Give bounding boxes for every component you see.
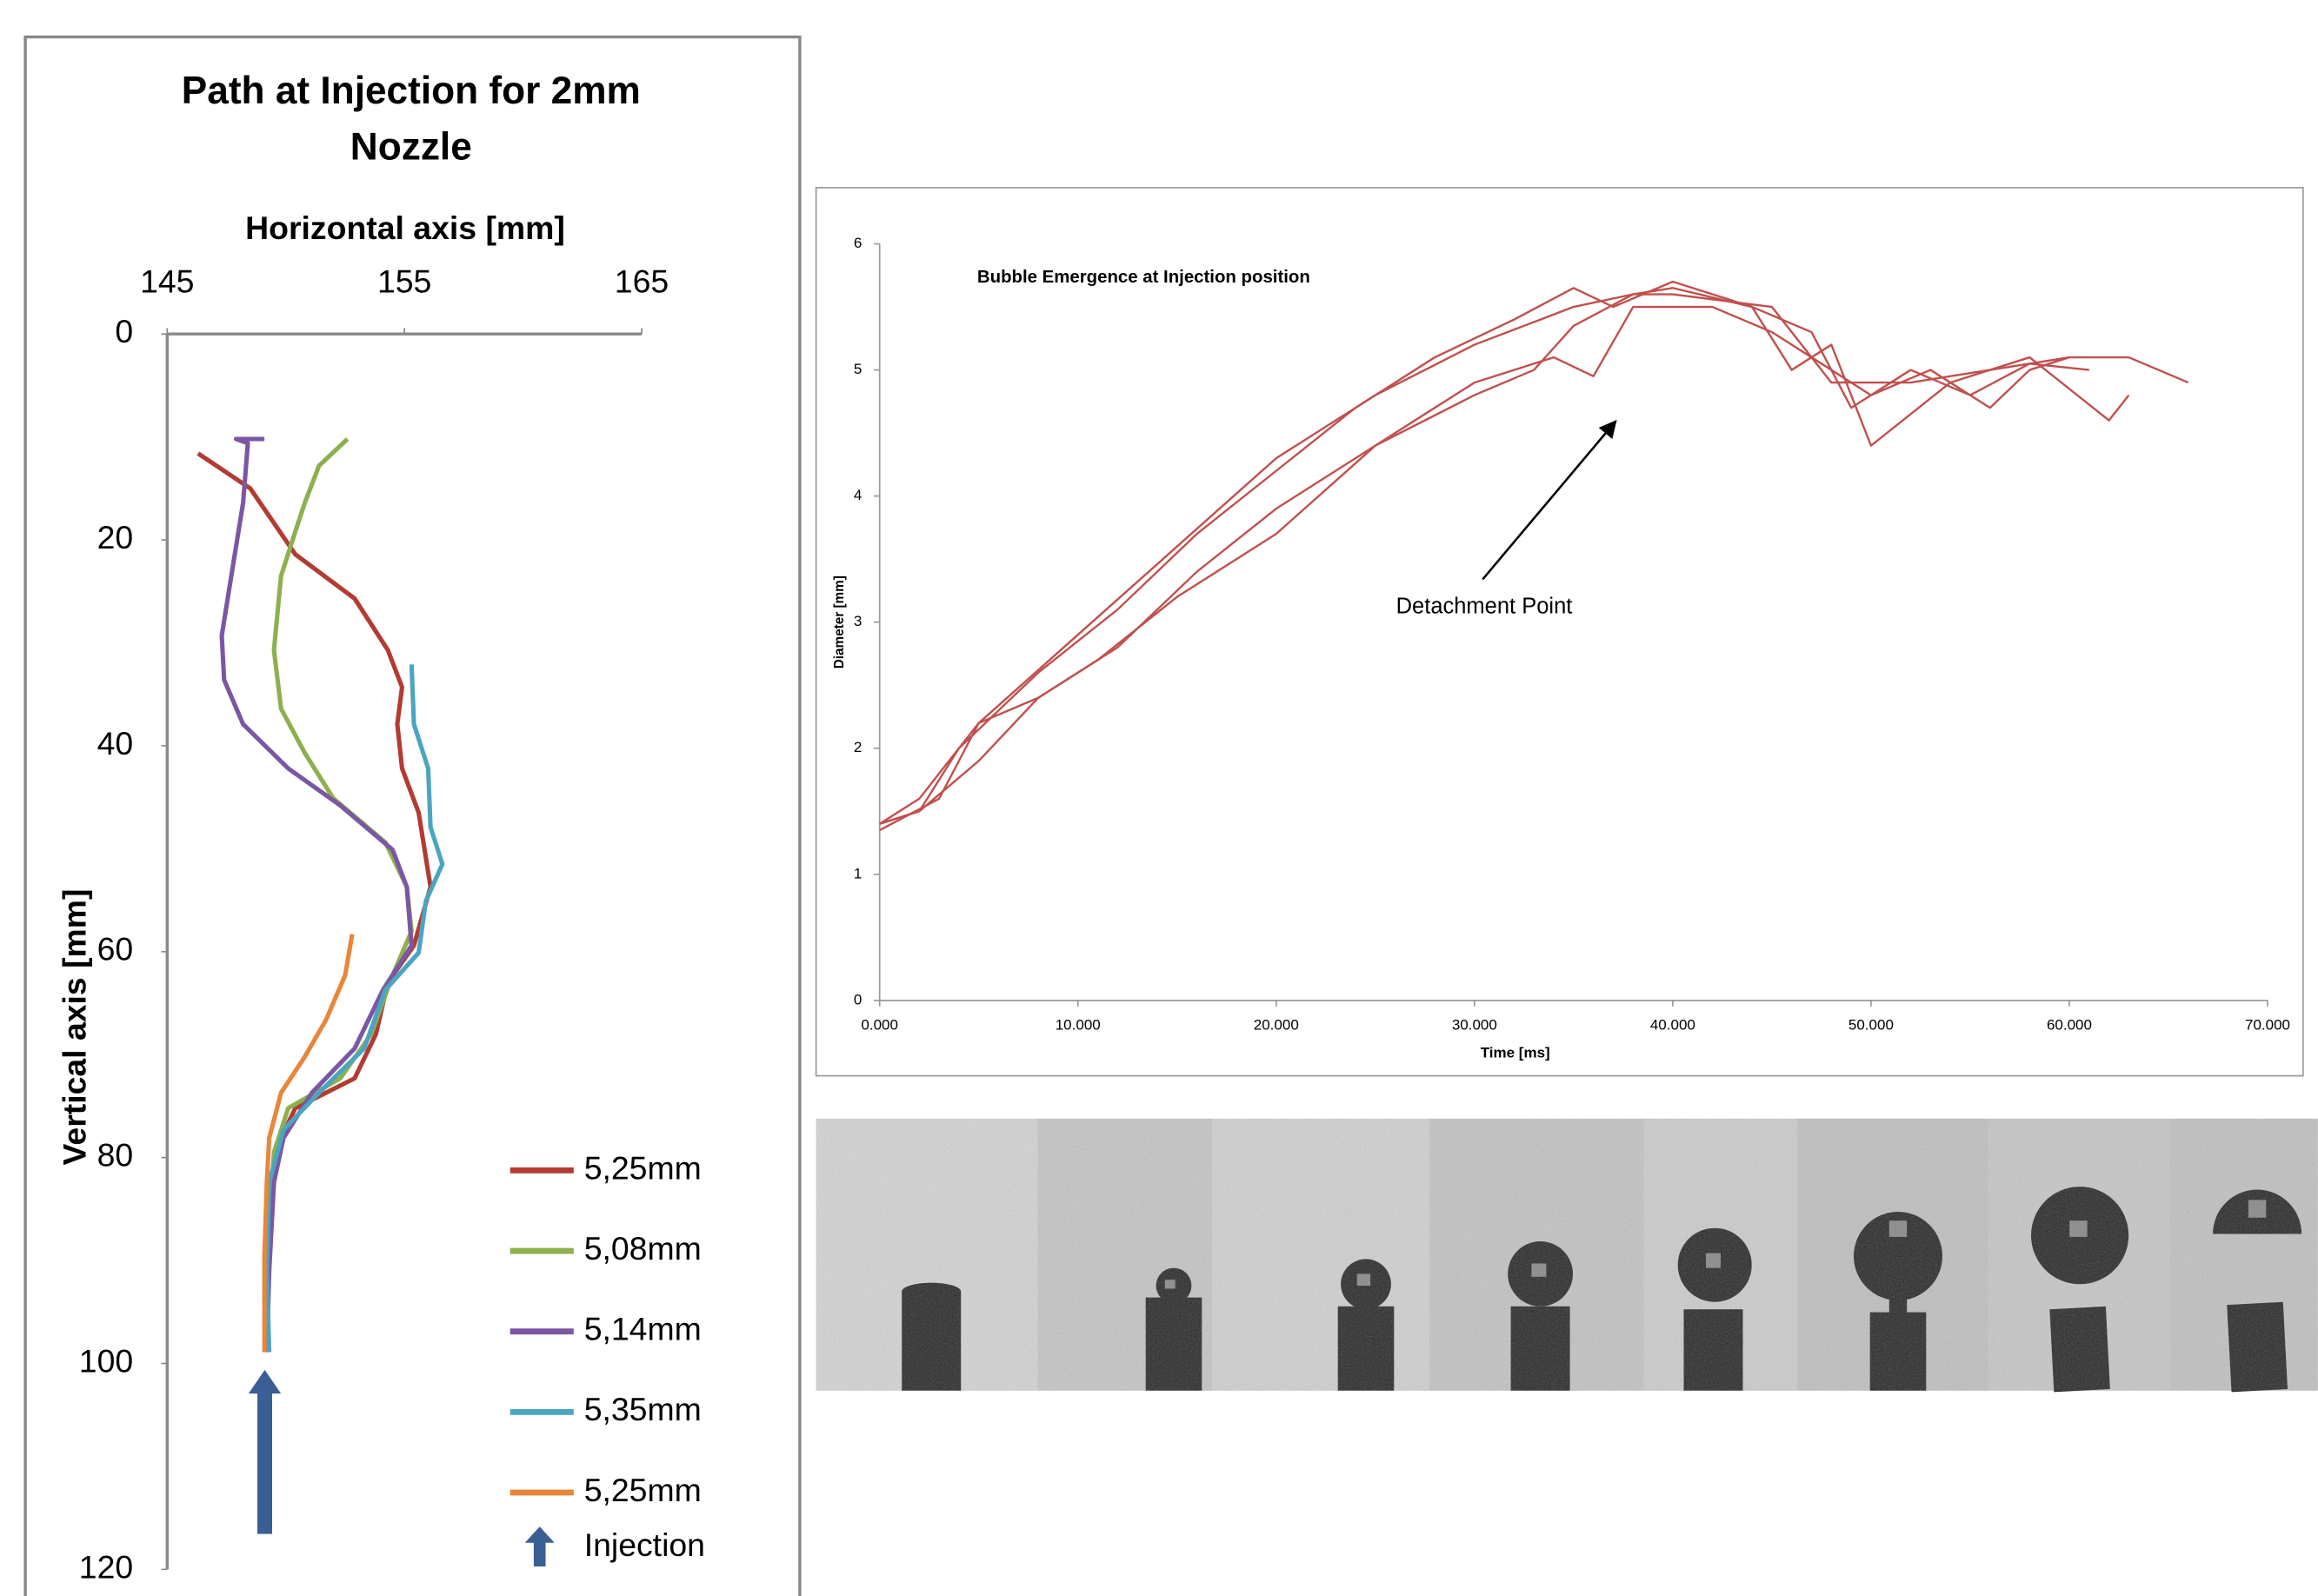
- chart-title: Bubble Emergence at Injection position: [977, 268, 1310, 287]
- x-tick-label: 155: [377, 263, 431, 299]
- x-tick-label: 20.000: [1254, 1016, 1299, 1033]
- legend-label: 5,08mm: [584, 1230, 702, 1267]
- page: Path at Injection for 2mm Nozzle Horizon…: [0, 0, 2318, 1596]
- y-tick-label: 60: [97, 931, 134, 968]
- x-axis-label: Time [ms]: [1481, 1045, 1550, 1061]
- x-tick-label: 145: [140, 263, 194, 299]
- annotation: Detachment Point: [1396, 594, 1573, 618]
- y-tick-label: 100: [79, 1342, 133, 1379]
- y-tick-label: 0: [854, 991, 862, 1007]
- legend-label: 5,35mm: [584, 1391, 702, 1427]
- y-tick-label: 3: [854, 613, 862, 629]
- photo-strip: [816, 1119, 2318, 1392]
- legend-label: 5,25mm: [584, 1472, 702, 1508]
- y-axis-label: Vertical axis [mm]: [56, 889, 92, 1166]
- y-tick-label: 0: [115, 313, 133, 349]
- y-tick-label: 6: [854, 235, 862, 251]
- figure: Path at Injection for 2mm Nozzle Horizon…: [0, 0, 2318, 1596]
- x-tick-label: 60.000: [2047, 1016, 2092, 1033]
- y-tick-label: 20: [97, 519, 134, 555]
- x-tick-label: 70.000: [2245, 1016, 2290, 1033]
- chart-title-box: Path at Injection for 2mm Nozzle: [130, 62, 692, 186]
- y-tick-label: 80: [97, 1137, 134, 1174]
- y-tick-label: 40: [97, 725, 134, 761]
- chart-frame: [816, 188, 2303, 1076]
- y-tick-label: 120: [79, 1548, 133, 1585]
- y-tick-label: 2: [854, 739, 862, 755]
- x-tick-label: 40.000: [1650, 1016, 1695, 1033]
- y-tick-label: 1: [854, 865, 862, 881]
- x-tick-label: 165: [615, 263, 669, 299]
- y-axis-label: Diameter [mm]: [832, 575, 847, 668]
- legend-label: 5,14mm: [584, 1311, 702, 1347]
- legend-label: 5,25mm: [584, 1149, 702, 1186]
- x-tick-label: 30.000: [1452, 1016, 1497, 1033]
- chart-title: Path at Injection for 2mm Nozzle: [130, 62, 692, 174]
- legend-label: Injection: [584, 1526, 705, 1563]
- x-axis-label: Horizontal axis [mm]: [245, 209, 565, 246]
- y-tick-label: 4: [854, 487, 862, 503]
- x-tick-label: 0.000: [861, 1016, 898, 1033]
- x-tick-label: 50.000: [1848, 1016, 1894, 1033]
- y-tick-label: 5: [854, 361, 862, 377]
- x-tick-label: 10.000: [1056, 1016, 1101, 1033]
